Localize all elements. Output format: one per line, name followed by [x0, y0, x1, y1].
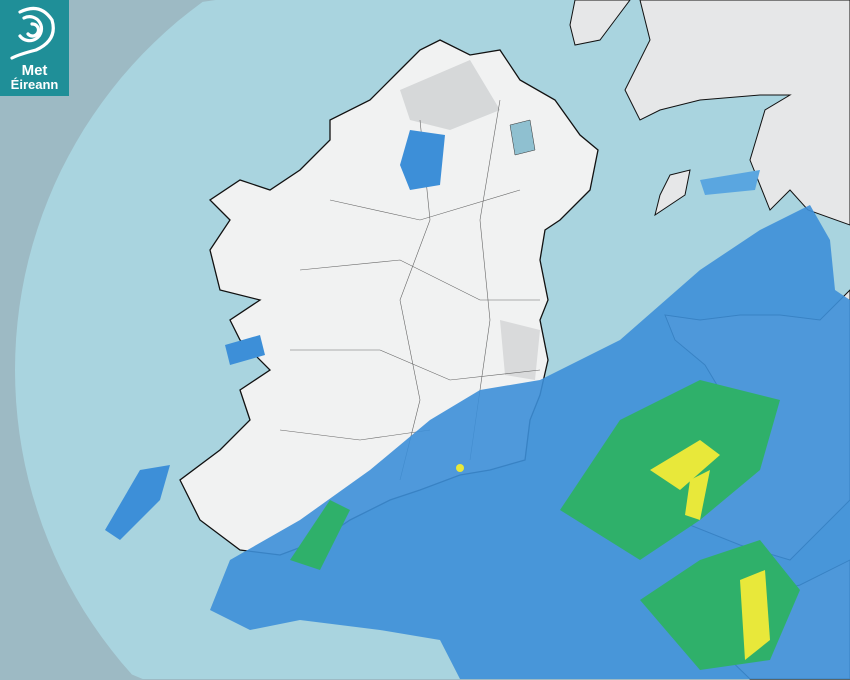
ireland-terrain-east	[500, 320, 540, 380]
isle-of-man	[654, 169, 691, 217]
rain-heavy-1	[650, 440, 720, 490]
logo-text-met: Met	[21, 62, 48, 79]
radar-rain-echoes	[105, 130, 850, 679]
northern-isle	[569, 0, 631, 46]
rain-heavy-4	[456, 464, 464, 472]
rain-light-clew	[225, 335, 265, 365]
rain-light-west	[105, 465, 170, 540]
rain-heavy-2	[740, 570, 770, 660]
met-eireann-logo: Met Éireann	[0, 0, 69, 96]
rain-light-celtic-sea	[210, 205, 850, 679]
rain-heavy-3	[685, 470, 710, 520]
rain-moderate-south	[290, 500, 350, 570]
spiral-logo-icon	[10, 6, 55, 60]
lough-neagh	[509, 119, 536, 156]
ireland-terrain-north	[400, 60, 500, 130]
logo-text-eireann: Éireann	[10, 77, 59, 92]
scotland-land	[624, 0, 850, 226]
rain-light-irishsea-north	[700, 170, 760, 195]
rain-light-north	[400, 130, 445, 190]
